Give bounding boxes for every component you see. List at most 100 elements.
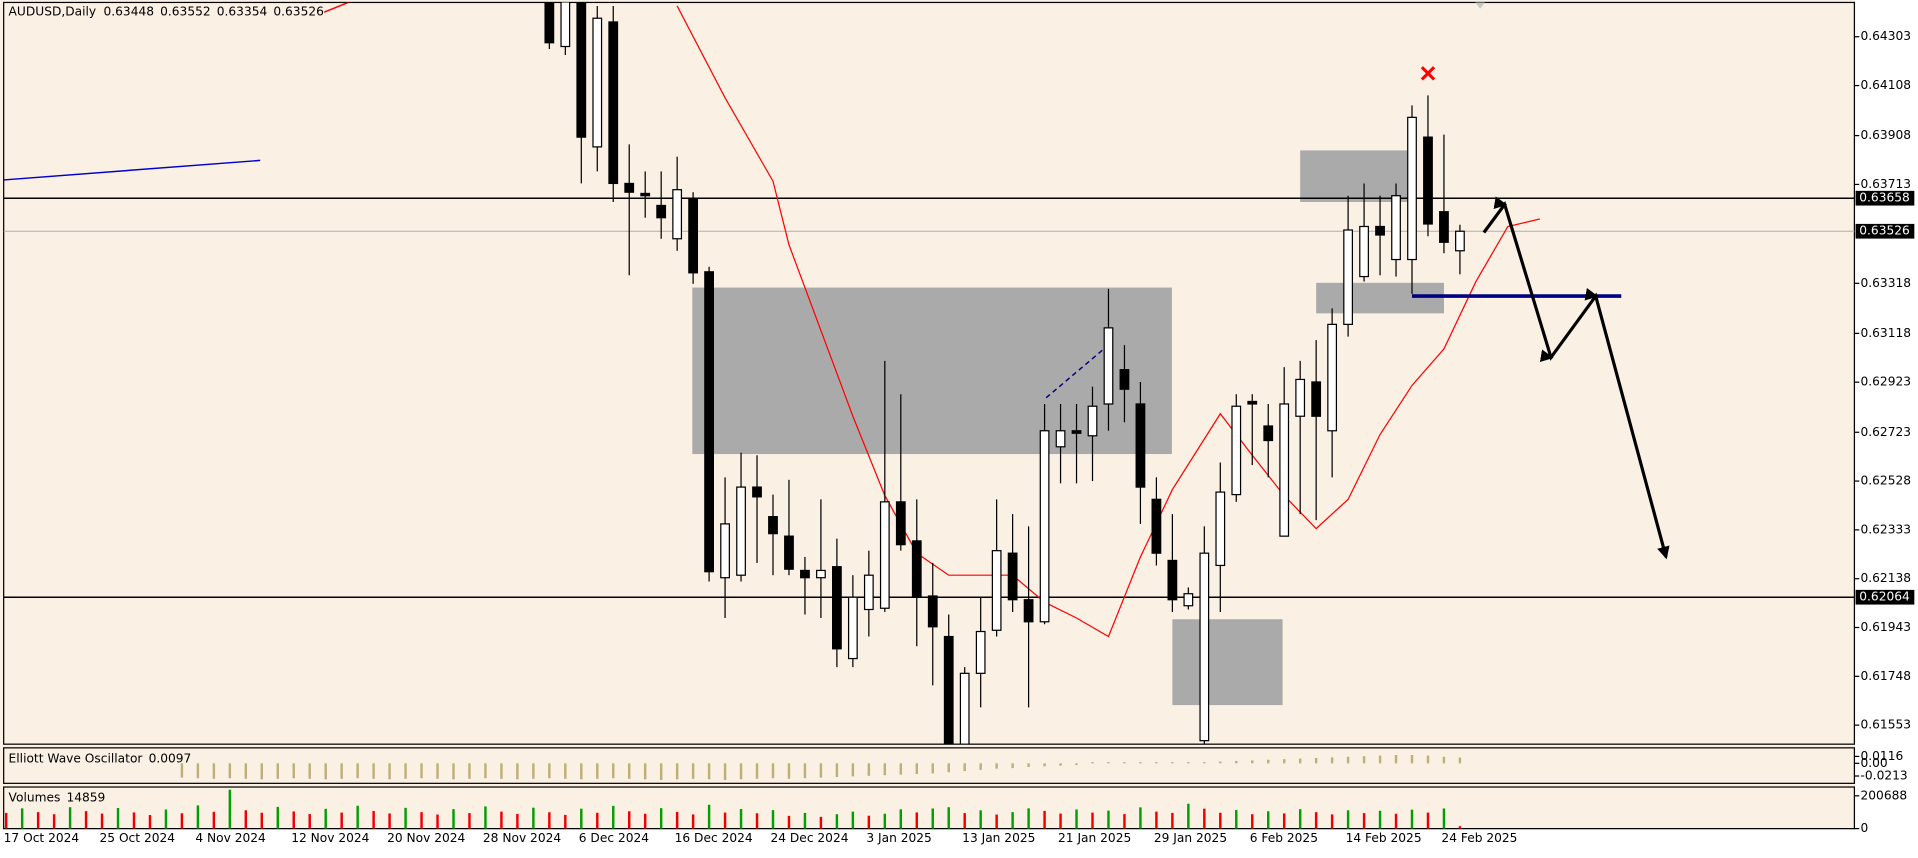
main-pane (3, 2, 1855, 745)
y-tick-label: 0.63713 (1861, 177, 1912, 191)
oscillator-title: Elliott Wave Oscillator (9, 751, 144, 765)
trendline (1045, 345, 1108, 399)
x-tick-label: 6 Feb 2025 (1250, 831, 1318, 845)
candle-body (911, 540, 922, 597)
y-tick-label: 0.61553 (1861, 718, 1912, 732)
candle-body (560, 2, 571, 48)
x-tick-label: 24 Dec 2024 (770, 831, 848, 845)
candle-body (1167, 559, 1178, 601)
x-tick-label: 29 Jan 2025 (1154, 831, 1227, 845)
candle-body (1439, 211, 1449, 243)
volume-title-value: 14859 (66, 791, 105, 805)
candle-body (927, 595, 938, 628)
zone (1172, 619, 1283, 706)
bid-label: 0.63526 (1859, 224, 1910, 238)
candle-body (895, 501, 906, 546)
bid-label-box (1855, 223, 1915, 239)
candle-body (879, 501, 890, 609)
y-tick-label: 0.62723 (1861, 425, 1912, 439)
candle-body (736, 486, 746, 576)
candle-body (1119, 369, 1130, 390)
header-high: 0.63552 (160, 5, 211, 19)
candle-body (704, 271, 714, 573)
candle-body (1135, 403, 1146, 488)
candle-body (1215, 491, 1226, 567)
candle-body (1231, 405, 1242, 496)
level-label-box (1855, 190, 1915, 206)
candle-body (768, 516, 778, 535)
x-tick-label: 24 Feb 2025 (1441, 831, 1517, 845)
candle-body (1023, 599, 1034, 623)
cross-marker (1420, 66, 1436, 81)
time-axis-panel (0, 829, 1918, 858)
candle-body (1263, 425, 1274, 442)
y-tick-label: 0.64108 (1861, 78, 1912, 92)
candle-body (624, 182, 635, 193)
x-tick-label: 4 Nov 2024 (195, 831, 266, 845)
zone (1300, 150, 1408, 202)
price-axis-panel (1855, 0, 1918, 858)
candle-body (847, 596, 858, 660)
y-tick-label: 0.63118 (1861, 326, 1912, 340)
candle-body (544, 2, 555, 44)
x-tick-label: 6 Dec 2024 (579, 831, 649, 845)
x-tick-label: 28 Nov 2024 (483, 831, 561, 845)
x-tick-label: 17 Oct 2024 (4, 831, 80, 845)
candle-body (1199, 552, 1210, 742)
volume-title: Volumes (9, 791, 61, 805)
candle-body (1055, 430, 1066, 448)
y-tick-label: 0 (1861, 821, 1869, 835)
zone (1316, 282, 1444, 314)
y-tick-label: 0.62528 (1861, 474, 1912, 488)
header-close: 0.63526 (273, 5, 324, 19)
y-tick-label: 0.61943 (1861, 620, 1912, 634)
candle-body (1359, 225, 1369, 278)
candle-body (800, 569, 810, 579)
candle-body (672, 189, 683, 240)
candle-body (1151, 498, 1162, 554)
x-tick-label: 13 Jan 2025 (962, 831, 1035, 845)
x-tick-label: 3 Jan 2025 (866, 831, 931, 845)
y-tick-label: 0.63318 (1861, 276, 1912, 290)
candle-body (863, 574, 874, 611)
header-low: 0.63354 (217, 5, 268, 19)
y-tick-label: 0.0116 (1861, 749, 1904, 763)
y-tick-label: 0.63908 (1861, 128, 1912, 142)
candle-body (1071, 430, 1082, 434)
trendline (3, 159, 261, 181)
x-tick-label: 12 Nov 2024 (291, 831, 369, 845)
candle-body (1311, 381, 1322, 417)
shift-marker (1475, 2, 1485, 9)
level-label-box (1855, 589, 1915, 605)
candle-body (688, 198, 699, 274)
candle-body (640, 192, 651, 197)
candle-body (991, 550, 1002, 631)
y-tick-label: 0.64303 (1861, 29, 1912, 43)
candle-body (608, 21, 619, 185)
moving-average (676, 5, 1540, 638)
x-tick-label: 20 Nov 2024 (387, 831, 465, 845)
candle-body (1279, 403, 1290, 537)
y-tick-label: 0.62923 (1861, 375, 1912, 389)
candle-body (1247, 400, 1258, 405)
y-tick-label: -0.0213 (1861, 769, 1908, 783)
oscillator-title-value: 0.0097 (149, 751, 192, 765)
candle-body (1087, 405, 1098, 437)
candle-body (1375, 225, 1385, 236)
candle-body (576, 2, 587, 138)
volume-pane-border (3, 786, 1856, 830)
candle-body (752, 486, 762, 498)
level-label: 0.63658 (1859, 191, 1910, 205)
candle-body (1343, 229, 1353, 325)
y-tick-label: 0.62333 (1861, 522, 1912, 536)
y-tick-label: 0.00 (1861, 756, 1888, 770)
candle-body (1295, 378, 1306, 417)
candle-body (943, 635, 954, 745)
candle-body (720, 523, 730, 579)
candle-body (1039, 430, 1050, 623)
candle-body (832, 566, 842, 650)
candle-body (975, 630, 986, 674)
zone (692, 287, 1172, 455)
header-open: 0.63448 (103, 5, 154, 19)
candle-body (1183, 593, 1194, 607)
